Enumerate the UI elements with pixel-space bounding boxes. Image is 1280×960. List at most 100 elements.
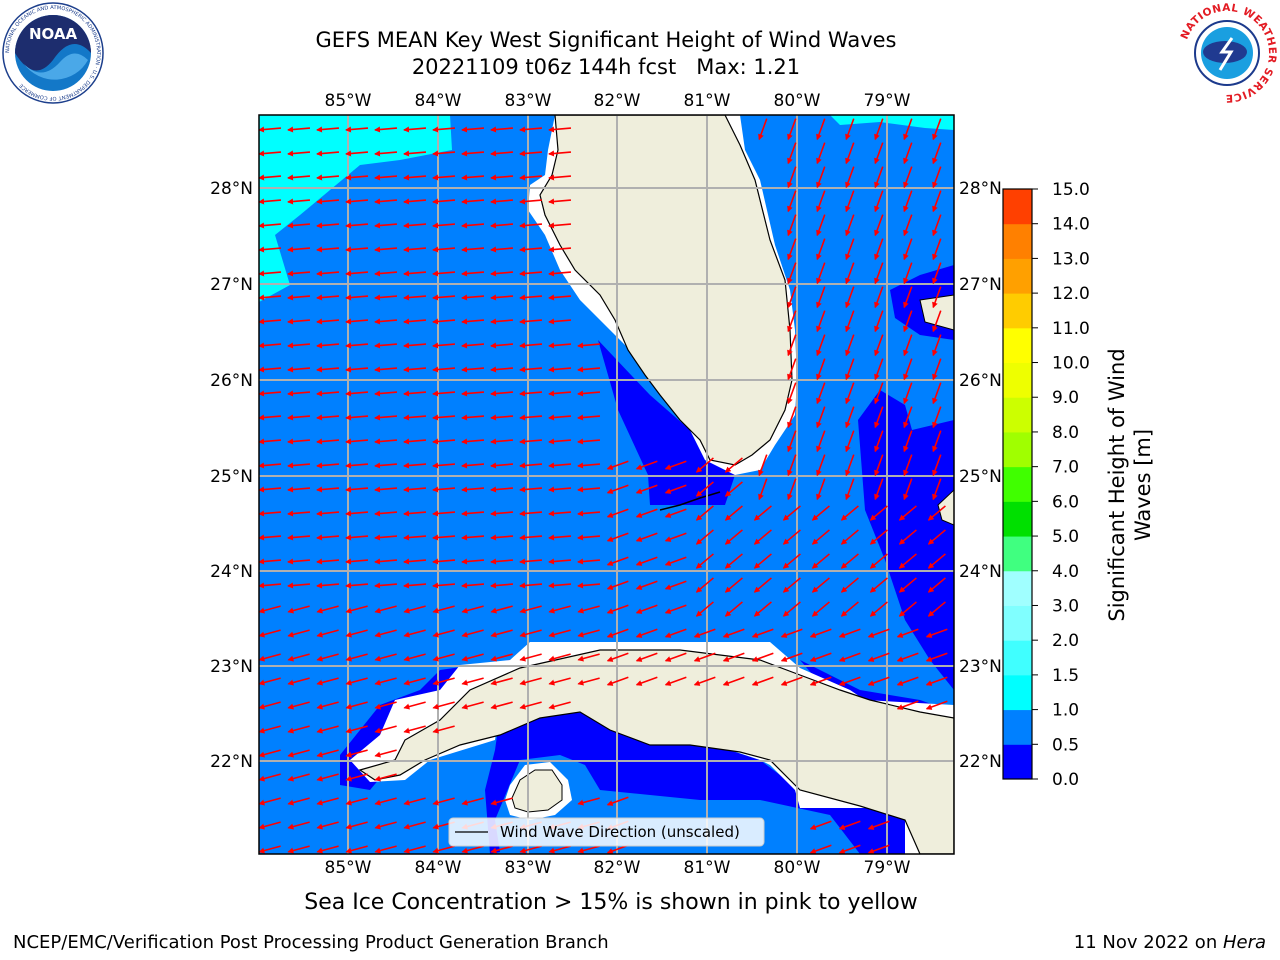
colorbar-tick-label: 1.5: [1052, 666, 1079, 686]
wind-wave-arrow: [758, 454, 768, 477]
wind-wave-arrow: [874, 454, 884, 477]
wind-wave-arrow: [903, 406, 913, 429]
wind-wave-arrow: [869, 577, 888, 593]
wind-wave-arrow: [635, 532, 658, 542]
wind-wave-arrow: [287, 366, 311, 373]
wind-wave-arrow: [869, 553, 888, 569]
wave-field-0-0.5-cuba-south: [485, 712, 954, 854]
noaa-logo: NOAA NATIONAL OCEANIC AND ATMOSPHERIC AD…: [2, 2, 104, 104]
wind-wave-arrow: [403, 510, 427, 517]
wind-wave-arrow: [874, 382, 884, 405]
wind-wave-arrow: [403, 414, 427, 421]
wind-wave-arrow: [845, 382, 855, 405]
wind-wave-arrow: [316, 510, 340, 517]
wind-wave-arrow: [403, 294, 427, 301]
wind-wave-arrow: [932, 262, 942, 285]
wind-wave-arrow: [519, 294, 543, 301]
lon-tick-bottom: 84°W: [415, 858, 462, 878]
wind-wave-arrow: [635, 556, 658, 566]
wind-wave-arrow: [903, 286, 913, 309]
wind-wave-arrow: [259, 414, 282, 421]
wind-wave-arrow: [903, 118, 913, 141]
wind-wave-arrow: [519, 126, 543, 133]
wind-wave-arrow: [695, 481, 714, 497]
wind-wave-arrow: [432, 342, 456, 349]
wind-wave-arrow: [519, 582, 543, 589]
wind-wave-arrow: [403, 198, 427, 205]
wave-field-0-0.5-sw-florida: [598, 340, 735, 505]
wind-wave-arrow: [403, 150, 427, 157]
wind-wave-arrow: [903, 478, 913, 501]
wind-wave-arrow: [811, 577, 830, 593]
wind-wave-arrow: [753, 505, 772, 521]
wind-wave-arrow: [374, 582, 398, 589]
wind-wave-arrow: [816, 430, 826, 453]
wind-wave-arrow: [635, 652, 658, 662]
wind-wave-arrow: [519, 150, 543, 157]
wind-wave-arrow: [932, 118, 942, 141]
wind-wave-arrow: [374, 126, 398, 133]
colorbar-tick-label: 6.0: [1052, 492, 1079, 512]
wind-wave-arrow: [898, 577, 917, 593]
wind-wave-arrow: [903, 382, 913, 405]
wind-wave-arrow: [932, 430, 942, 453]
wind-wave-arrow: [287, 390, 311, 397]
wind-wave-arrow: [635, 676, 658, 686]
wind-wave-arrow: [345, 582, 369, 589]
wind-wave-arrow: [374, 366, 398, 373]
wind-wave-arrow: [896, 628, 919, 638]
lat-tick-right: 26°N: [959, 371, 1002, 391]
colorbar-tick-label: 5.0: [1052, 527, 1079, 547]
wind-wave-arrow: [838, 652, 861, 662]
wind-wave-arrow: [287, 342, 311, 349]
wind-wave-arrow: [780, 676, 803, 686]
wind-wave-arrow: [874, 430, 884, 453]
wind-wave-arrow: [490, 797, 513, 806]
wind-wave-arrow: [403, 462, 427, 469]
wind-wave-arrow: [753, 553, 772, 569]
wind-wave-arrow: [374, 198, 398, 205]
wind-wave-arrow: [432, 845, 455, 854]
wind-wave-arrow: [519, 462, 543, 469]
wind-wave-arrow: [577, 534, 601, 541]
wind-wave-arrow: [432, 390, 456, 397]
legend-label: Wind Wave Direction (unscaled): [500, 823, 740, 841]
lon-tick-bottom: 80°W: [774, 858, 821, 878]
wind-wave-arrow: [548, 198, 572, 205]
lon-tick-top: 82°W: [594, 91, 641, 111]
wind-wave-arrow: [345, 414, 369, 421]
wind-wave-arrow: [490, 222, 514, 229]
wind-wave-arrow: [432, 582, 456, 589]
wind-wave-arrow: [490, 629, 513, 638]
wind-wave-arrow: [287, 773, 310, 782]
wind-wave-arrow: [316, 773, 339, 782]
wind-wave-arrow: [606, 652, 629, 662]
wind-wave-arrow: [490, 510, 514, 517]
wind-wave-arrow: [345, 366, 369, 373]
wind-wave-arrow: [874, 166, 884, 189]
wind-wave-arrow: [490, 582, 514, 589]
wind-wave-arrow: [809, 652, 832, 662]
wind-wave-arrow: [840, 529, 859, 545]
wind-wave-arrow: [287, 725, 310, 734]
wind-wave-arrow: [259, 510, 282, 517]
wind-wave-arrow: [374, 222, 398, 229]
wind-wave-arrow: [432, 246, 456, 253]
wind-wave-arrow: [845, 430, 855, 453]
wind-wave-arrow: [782, 505, 801, 521]
wind-wave-arrow: [374, 821, 397, 830]
wind-wave-arrow: [635, 628, 658, 638]
wind-wave-arrow: [374, 318, 398, 325]
wind-wave-arrow: [345, 270, 369, 277]
lon-tick-top: 79°W: [864, 91, 911, 111]
wind-wave-arrow: [316, 342, 340, 349]
wind-wave-arrow: [811, 529, 830, 545]
lat-tick-right: 28°N: [959, 179, 1002, 199]
wind-wave-arrow: [548, 246, 572, 253]
wind-wave-arrow: [432, 725, 455, 734]
footer-left: NCEP/EMC/Verification Post Processing Pr…: [13, 932, 609, 953]
lat-ticks-left: 28°N 27°N 26°N 25°N 24°N 23°N 22°N: [210, 179, 253, 772]
wind-wave-arrow: [287, 246, 311, 253]
wind-wave-arrow: [548, 534, 572, 541]
